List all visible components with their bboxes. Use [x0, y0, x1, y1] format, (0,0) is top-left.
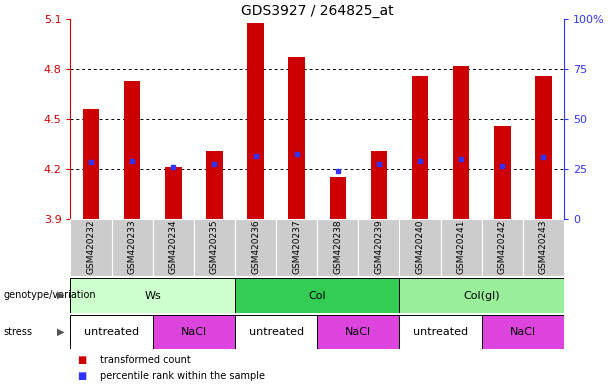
- Bar: [482, 219, 523, 276]
- Bar: [206, 151, 223, 219]
- Text: NaCl: NaCl: [510, 327, 536, 337]
- Bar: [371, 151, 387, 219]
- Bar: [247, 23, 264, 219]
- Text: genotype/variation: genotype/variation: [3, 290, 96, 300]
- Text: GSM420239: GSM420239: [375, 219, 383, 274]
- Bar: [235, 315, 318, 349]
- Text: GSM420241: GSM420241: [457, 219, 466, 274]
- Text: GSM420236: GSM420236: [251, 219, 260, 274]
- Bar: [235, 278, 400, 313]
- Bar: [494, 126, 511, 219]
- Bar: [235, 219, 276, 276]
- Bar: [83, 109, 99, 219]
- Text: GSM420240: GSM420240: [416, 219, 425, 274]
- Text: Col(gl): Col(gl): [463, 291, 500, 301]
- Bar: [70, 278, 235, 313]
- Text: GSM420243: GSM420243: [539, 219, 548, 274]
- Bar: [412, 76, 428, 219]
- Bar: [276, 219, 318, 276]
- Text: percentile rank within the sample: percentile rank within the sample: [100, 371, 265, 381]
- Bar: [453, 66, 470, 219]
- Text: GSM420242: GSM420242: [498, 219, 507, 274]
- Bar: [330, 177, 346, 219]
- Text: NaCl: NaCl: [181, 327, 207, 337]
- Text: GSM420235: GSM420235: [210, 219, 219, 274]
- Bar: [112, 219, 153, 276]
- Text: Ws: Ws: [145, 291, 161, 301]
- Bar: [318, 315, 400, 349]
- Bar: [194, 219, 235, 276]
- Text: NaCl: NaCl: [345, 327, 371, 337]
- Text: stress: stress: [3, 327, 32, 337]
- Bar: [400, 315, 482, 349]
- Bar: [318, 219, 359, 276]
- Text: ■: ■: [77, 355, 86, 365]
- Text: GSM420232: GSM420232: [86, 219, 96, 274]
- Bar: [153, 219, 194, 276]
- Bar: [535, 76, 552, 219]
- Bar: [165, 167, 181, 219]
- Bar: [70, 219, 112, 276]
- Text: untreated: untreated: [413, 327, 468, 337]
- Bar: [124, 81, 140, 219]
- Text: GSM420237: GSM420237: [292, 219, 301, 274]
- Text: Col: Col: [308, 291, 326, 301]
- Text: ■: ■: [77, 371, 86, 381]
- Bar: [523, 219, 564, 276]
- Bar: [400, 219, 441, 276]
- Text: ▶: ▶: [57, 290, 64, 300]
- Bar: [400, 278, 564, 313]
- Text: GSM420238: GSM420238: [333, 219, 342, 274]
- Title: GDS3927 / 264825_at: GDS3927 / 264825_at: [241, 4, 394, 18]
- Bar: [441, 219, 482, 276]
- Text: ▶: ▶: [57, 327, 64, 337]
- Bar: [289, 58, 305, 219]
- Text: GSM420234: GSM420234: [169, 219, 178, 274]
- Text: untreated: untreated: [248, 327, 303, 337]
- Bar: [153, 315, 235, 349]
- Bar: [482, 315, 564, 349]
- Text: GSM420233: GSM420233: [128, 219, 137, 274]
- Bar: [70, 315, 153, 349]
- Text: untreated: untreated: [84, 327, 139, 337]
- Text: transformed count: transformed count: [100, 355, 191, 365]
- Bar: [359, 219, 400, 276]
